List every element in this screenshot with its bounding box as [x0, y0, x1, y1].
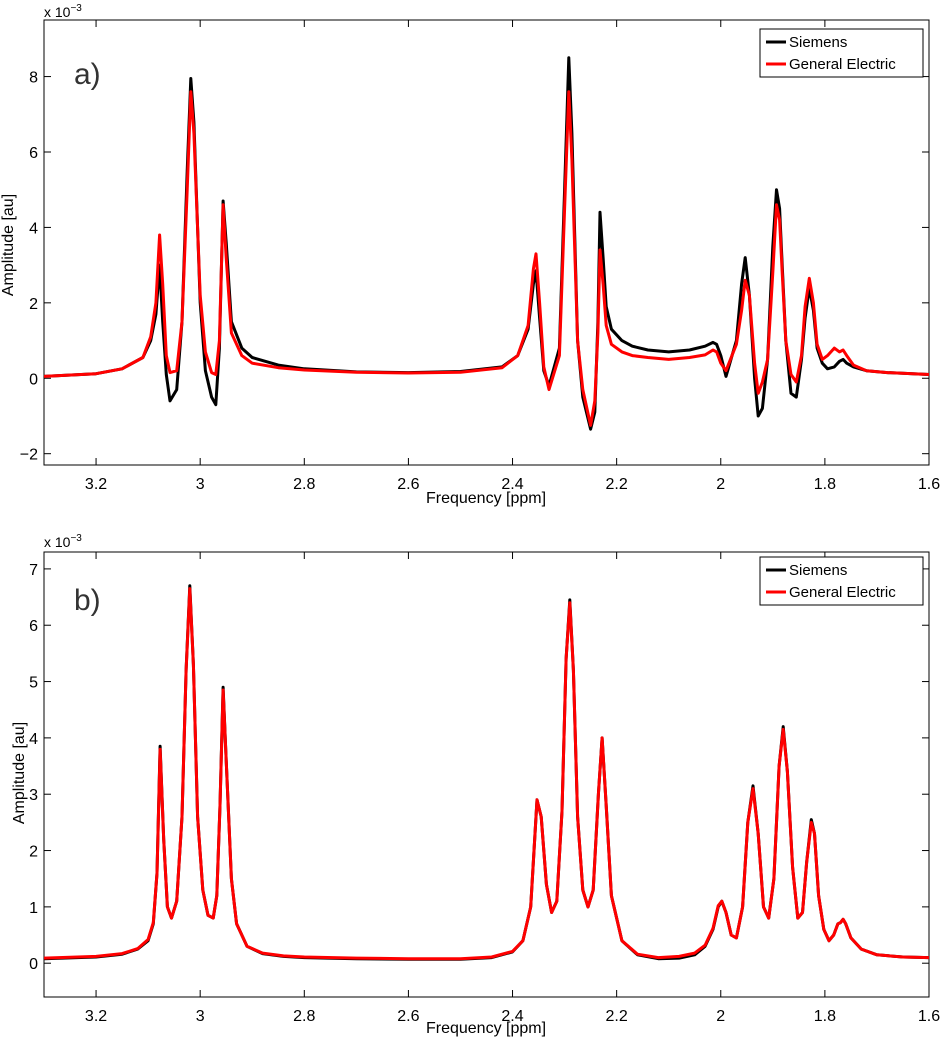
- ge-line-a: [43, 90, 930, 427]
- y-tick-label-b-6: 6: [29, 618, 38, 635]
- x-tick-label-b-6: 2: [716, 1008, 725, 1025]
- legend-label-siemens-a: Siemens: [789, 34, 847, 51]
- y-tick-label-a-1: 0: [29, 371, 38, 388]
- y-tick-label-b-4: 4: [29, 731, 38, 748]
- y-tick-label-a-4: 6: [29, 145, 38, 162]
- x-tick-label-a-7: 1.8: [814, 476, 836, 493]
- legend-box-b: [759, 556, 924, 606]
- y-tick-label-a-0: −2: [20, 447, 38, 464]
- x-tick-label-a-6: 2: [716, 476, 725, 493]
- panel-label-a: a): [74, 58, 101, 91]
- ge-line-b: [43, 587, 930, 961]
- x-tick-label-a-0: 3.2: [85, 476, 107, 493]
- y-tick-label-a-3: 4: [29, 220, 38, 237]
- y-tick-label-b-0: 0: [29, 956, 38, 973]
- x-ticks-b: 3.2 3 2.8 2.6 2.4 2.2 2 1.8 1.6: [85, 552, 940, 1025]
- y-tick-label-a-5: 8: [29, 70, 38, 87]
- x-tick-label-a-1: 3: [196, 476, 205, 493]
- x-tick-label-a-5: 2.2: [606, 476, 628, 493]
- y-tick-label-a-2: 2: [29, 296, 38, 313]
- y-tick-label-b-3: 3: [29, 787, 38, 804]
- plot-area-b: [43, 551, 930, 998]
- y-axis-label-a: Amplitude [au]: [0, 194, 17, 296]
- y-tick-label-b-7: 7: [29, 562, 38, 579]
- x-axis-label-a: Frequency [ppm]: [426, 490, 546, 507]
- y-ticks-b: 0 1 2 3 4 5 6 7: [29, 562, 929, 973]
- x-tick-label-b-4: 2.4: [501, 1008, 523, 1025]
- x-tick-label-b-8: 1.6: [918, 1008, 940, 1025]
- legend-label-siemens-b: Siemens: [789, 562, 847, 579]
- legend-a: Siemens General Electric: [759, 28, 924, 78]
- x-tick-label-b-2: 2.8: [293, 1008, 315, 1025]
- x-tick-label-a-3: 2.6: [397, 476, 419, 493]
- x-tick-label-a-2: 2.8: [293, 476, 315, 493]
- y-tick-label-b-1: 1: [29, 900, 38, 917]
- panel-b: 3.2 3 2.8 2.6 2.4 2.2 2 1.8 1.6 0 1 2 3 4 5 6 7 b) x 10…: [11, 533, 940, 1037]
- exponent-label-b: x 10−3: [44, 533, 82, 550]
- y-axis-label-b: Amplitude [au]: [11, 722, 28, 824]
- x-tick-label-a-4: 2.4: [501, 476, 523, 493]
- legend-label-ge-b: General Electric: [789, 584, 896, 601]
- panel-label-b: b): [74, 584, 101, 617]
- x-tick-label-b-0: 3.2: [85, 1008, 107, 1025]
- x-tick-label-b-5: 2.2: [606, 1008, 628, 1025]
- legend-box-a: [759, 28, 924, 78]
- x-tick-label-b-3: 2.6: [397, 1008, 419, 1025]
- legend-label-ge-a: General Electric: [789, 56, 896, 73]
- y-tick-label-b-2: 2: [29, 844, 38, 861]
- x-ticks-a: 3.2 3 2.8 2.6 2.4 2.2 2 1.8 1.6: [85, 20, 940, 493]
- exponent-label-a: x 10−3: [44, 3, 82, 20]
- y-ticks-a: −2 0 2 4 6 8: [20, 70, 929, 464]
- x-tick-label-b-1: 3: [196, 1008, 205, 1025]
- panel-a: 3.2 3 2.8 2.6 2.4 2.2 2 1.8 1.6 −2 0 2 4 6 8 a) x 10−…: [0, 3, 940, 507]
- legend-b: Siemens General Electric: [759, 556, 924, 606]
- x-axis-label-b: Frequency [ppm]: [426, 1020, 546, 1037]
- y-tick-label-b-5: 5: [29, 675, 38, 692]
- x-tick-label-a-8: 1.6: [918, 476, 940, 493]
- x-tick-label-b-7: 1.8: [814, 1008, 836, 1025]
